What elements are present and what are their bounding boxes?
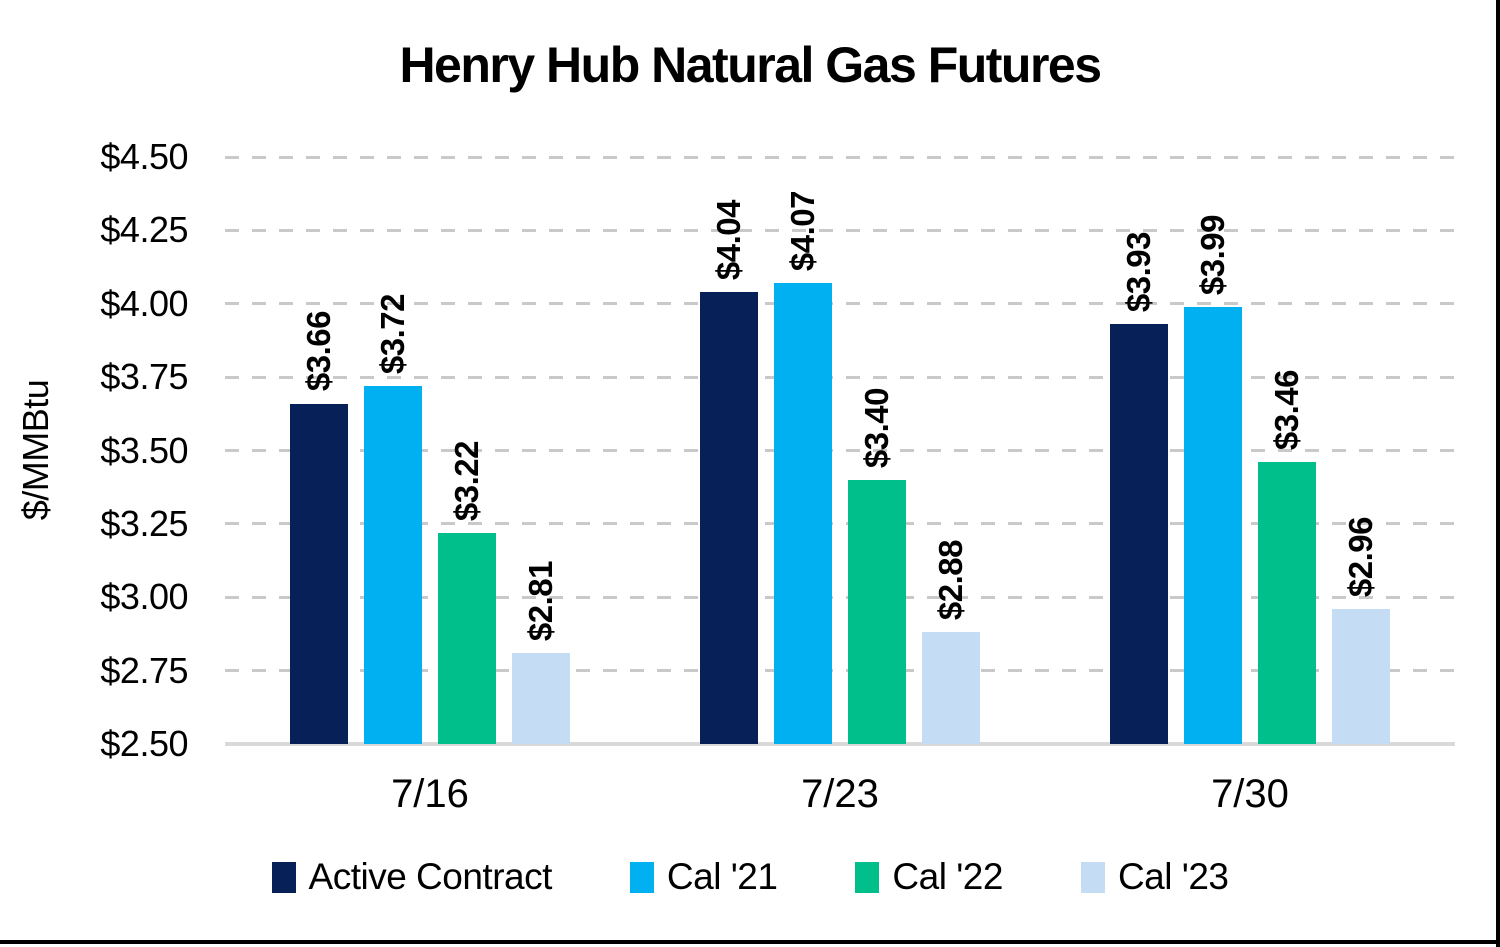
y-tick-label: $3.00 <box>100 576 188 618</box>
legend-swatch <box>855 861 880 893</box>
legend-label: Cal '23 <box>1117 856 1229 897</box>
bar-slot: $2.81 <box>512 157 570 744</box>
bar-value-label: $4.04 <box>710 199 747 281</box>
gridline <box>225 228 1455 232</box>
bar-slot: $3.99 <box>1184 157 1242 744</box>
bar <box>512 653 570 744</box>
gridline <box>225 595 1455 599</box>
bar <box>438 532 496 744</box>
bar-slot: $3.22 <box>438 157 496 744</box>
bar-value-label: $3.22 <box>448 440 485 521</box>
bar <box>700 292 758 744</box>
y-tick-label: $2.75 <box>100 649 188 691</box>
bar-slot: $3.46 <box>1258 157 1316 744</box>
y-tick-label: $3.25 <box>100 502 188 544</box>
y-tick-label: $2.50 <box>100 723 188 764</box>
legend-label: Cal '21 <box>666 856 778 897</box>
bar <box>290 403 348 744</box>
bar-value-label: $3.93 <box>1120 232 1157 313</box>
plot-area: $3.66 $3.72 $3.22 $2.81 $4.04 $4.07 $3.40 $2.88… <box>225 155 1455 746</box>
gridline <box>225 449 1455 452</box>
bar-slot: $3.66 <box>290 157 348 744</box>
bar-slot: $2.96 <box>1332 157 1390 744</box>
bar-value-label: $4.07 <box>784 191 821 272</box>
legend: Active Contract Cal '21 Cal '22 Cal '23 <box>0 856 1500 898</box>
chart-title: Henry Hub Natural Gas Futures <box>399 37 1102 93</box>
bar-value-label: $3.66 <box>300 311 337 392</box>
legend-swatch <box>629 861 654 893</box>
frame-line-right <box>1496 0 1500 947</box>
bar-slot: $3.72 <box>364 157 422 744</box>
bar-group: $3.66 $3.72 $3.22 $2.81 <box>290 157 570 744</box>
bar-group: $4.04 $4.07 $3.40 $2.88 <box>700 157 980 744</box>
gridline <box>225 375 1455 379</box>
gridline <box>225 522 1455 526</box>
bar <box>1184 306 1242 744</box>
bar <box>848 479 906 744</box>
x-tick-label: 7/23 <box>801 772 879 816</box>
y-tick-label: $3.50 <box>100 429 188 471</box>
y-tick-label: $4.50 <box>100 136 188 177</box>
bar-slot: $4.04 <box>700 157 758 744</box>
y-tick-label: $4.25 <box>100 209 188 251</box>
legend-swatch <box>1080 861 1105 893</box>
bar <box>364 385 422 744</box>
bar-group: $3.93 $3.99 $3.46 $2.96 <box>1110 157 1390 744</box>
legend-label: Cal '22 <box>892 856 1003 897</box>
bar <box>1332 609 1390 744</box>
legend-item: Cal '22 <box>855 856 1003 898</box>
bar-slot: $2.88 <box>922 157 980 744</box>
gridline <box>225 302 1455 306</box>
x-tick-label: 7/30 <box>1211 772 1289 816</box>
legend-label: Active Contract <box>308 856 553 897</box>
bar <box>922 632 980 744</box>
gridline <box>225 155 1455 159</box>
bar-value-label: $3.99 <box>1194 214 1231 295</box>
bar-slot: $3.40 <box>848 157 906 744</box>
bar <box>1110 324 1168 744</box>
bar-value-label: $2.81 <box>522 560 559 642</box>
legend-item: Cal '23 <box>1080 856 1229 898</box>
legend-swatch <box>271 861 296 893</box>
y-tick-label: $4.00 <box>100 282 188 324</box>
bar-slot: $3.93 <box>1110 157 1168 744</box>
bar-value-label: $2.96 <box>1342 516 1379 597</box>
bar-value-label: $3.72 <box>374 293 411 374</box>
x-tick-label: 7/16 <box>391 772 469 816</box>
gridline <box>225 669 1455 673</box>
x-axis-line <box>225 742 1455 746</box>
legend-item: Cal '21 <box>629 856 778 898</box>
bar <box>774 283 832 744</box>
bar-value-label: $2.88 <box>932 540 969 621</box>
bar-value-label: $3.46 <box>1268 370 1305 451</box>
bar-slot: $4.07 <box>774 157 832 744</box>
frame-line-bottom <box>0 940 1500 944</box>
bar <box>1258 462 1316 744</box>
bar-value-label: $3.40 <box>858 387 895 468</box>
y-tick-label: $3.75 <box>100 356 188 398</box>
legend-item: Active Contract <box>271 856 553 898</box>
